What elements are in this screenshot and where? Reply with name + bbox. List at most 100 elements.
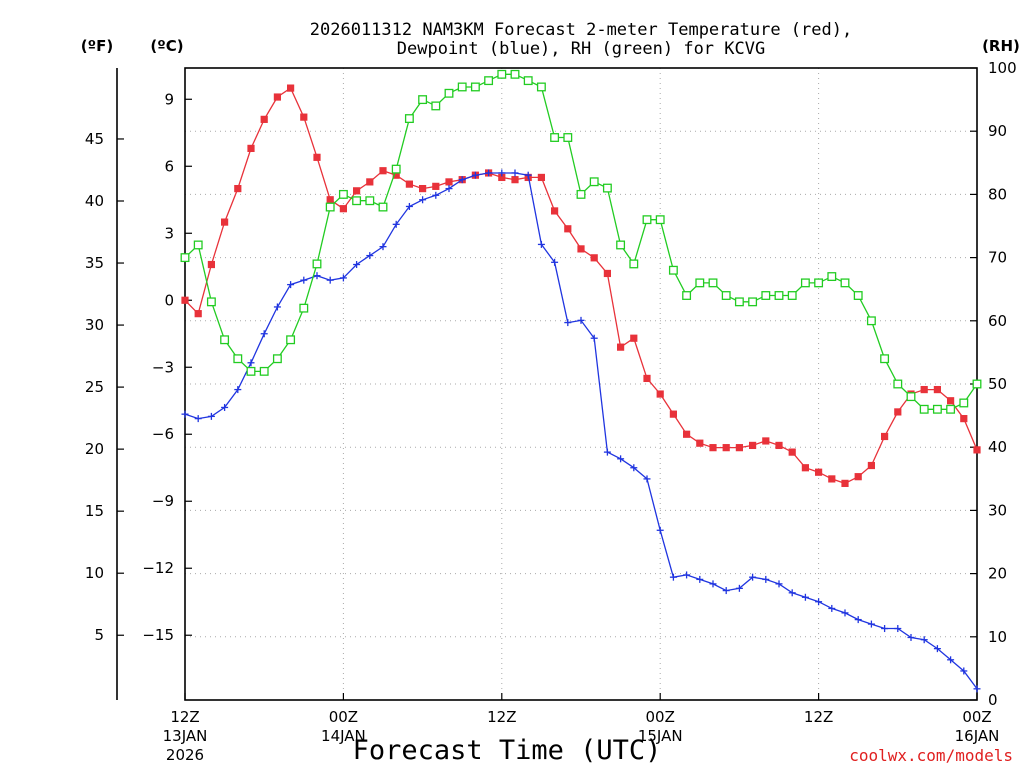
temperature-point: [260, 115, 268, 123]
rh-point: [814, 278, 824, 288]
temperature-point: [656, 390, 664, 398]
dewpoint-point: [630, 464, 638, 472]
dewpoint-point: [511, 169, 519, 177]
temperature-point: [537, 173, 545, 182]
temperature-point: [194, 310, 202, 318]
temperature-point: [511, 176, 519, 184]
celsius-tick-label: 0: [164, 291, 174, 309]
rh-point: [919, 404, 929, 414]
rh-point: [774, 291, 784, 300]
dewpoint-point: [221, 403, 229, 411]
rh-point: [840, 278, 850, 288]
temperature-point: [973, 446, 981, 454]
rh-point: [761, 291, 771, 300]
temperature-point: [221, 218, 229, 226]
dewpoint-point: [669, 573, 677, 581]
dewpoint-point: [524, 171, 532, 179]
temperature-point: [801, 464, 809, 472]
dewpoint-point: [339, 274, 347, 282]
rh-point: [444, 88, 454, 98]
fahrenheit-tick-label: 15: [85, 502, 104, 520]
rh-point: [180, 253, 190, 263]
rh-point: [748, 297, 758, 307]
dewpoint-point: [234, 386, 242, 394]
dewpoint-point: [643, 475, 651, 483]
rh-point: [404, 114, 414, 124]
temperature-point: [603, 269, 611, 278]
dewpoint-point: [247, 359, 255, 367]
celsius-tick-label: 9: [164, 90, 174, 108]
rh-point: [497, 69, 507, 79]
dewpoint-point: [828, 604, 836, 612]
rh-point: [893, 379, 903, 389]
fahrenheit-tick-label: 35: [85, 254, 104, 272]
x-tick-label: 15JAN: [638, 727, 683, 745]
dewpoint-point: [366, 252, 374, 260]
dewpoint-point: [894, 625, 902, 633]
temperature-point: [947, 397, 955, 405]
dewpoint-point: [775, 580, 783, 588]
chart-title-line2: Dewpoint (blue), RH (green) for KCVG: [397, 39, 765, 59]
temperature-point: [419, 184, 427, 193]
dewpoint-point: [458, 176, 466, 184]
rh-tick-label: 0: [988, 691, 998, 709]
temperature-point: [867, 461, 875, 470]
temperature-point: [815, 468, 823, 476]
dewpoint-point: [683, 571, 691, 579]
rh-tick-label: 70: [988, 249, 1007, 267]
temperature-point: [353, 187, 361, 195]
rh-tick-label: 80: [988, 185, 1007, 203]
rh-point: [193, 240, 203, 250]
dewpoint-point: [405, 202, 413, 210]
fahrenheit-tick-label: 30: [85, 316, 104, 334]
dewpoint-point: [696, 575, 704, 583]
credit-link[interactable]: coolwx.com/models: [849, 746, 1013, 765]
temperature-point: [207, 260, 215, 269]
dewpoint-point: [300, 276, 308, 284]
x-tick-label: 12Z: [487, 708, 516, 726]
rh-tick-label: 50: [988, 375, 1007, 393]
rh-point: [550, 133, 560, 142]
rh-point: [272, 354, 282, 364]
temperature-point: [577, 245, 585, 253]
series-line: [184, 87, 978, 485]
fahrenheit-tick-label: 25: [85, 378, 104, 396]
rh-point: [312, 259, 322, 269]
x-axis-title: Forecast Time (UTC): [353, 735, 662, 766]
dewpoint-point: [419, 196, 427, 204]
rh-point: [431, 101, 441, 111]
dewpoint-point: [801, 593, 809, 601]
dewpoint-point: [273, 303, 281, 311]
fahrenheit-tick-label: 10: [85, 564, 104, 582]
rh-point: [695, 278, 705, 288]
x-tick-label: 2026: [166, 746, 204, 764]
dewpoint-point: [353, 261, 361, 269]
dewpoint-point: [207, 412, 215, 420]
x-tick-label: 14JAN: [321, 727, 366, 745]
dewpoint-point: [181, 410, 189, 418]
celsius-tick-label: 3: [164, 224, 174, 242]
rh-point: [642, 215, 652, 225]
dewpoint-point: [815, 598, 823, 606]
rh-point: [352, 196, 362, 206]
celsius-tick-label: 6: [164, 157, 174, 175]
temperature-point: [498, 173, 506, 182]
dewpoint-point: [881, 625, 889, 633]
dewpoint-point: [326, 276, 334, 284]
series-filled-square: [181, 84, 981, 487]
rh-point: [800, 278, 810, 288]
dewpoint-point: [485, 169, 493, 177]
rh-point: [233, 354, 243, 364]
rh-tick-label: 30: [988, 501, 1007, 519]
temperature-point: [828, 475, 836, 483]
rh-point: [734, 297, 744, 307]
dewpoint-point: [867, 620, 875, 628]
celsius-tick-label: −15: [142, 626, 174, 644]
rh-point: [682, 291, 692, 300]
temperature-point: [894, 408, 902, 416]
rh-point: [286, 335, 296, 345]
rh-tick-label: 100: [988, 59, 1017, 77]
fahrenheit-tick-label: 45: [85, 130, 104, 148]
rh-point: [536, 82, 546, 92]
